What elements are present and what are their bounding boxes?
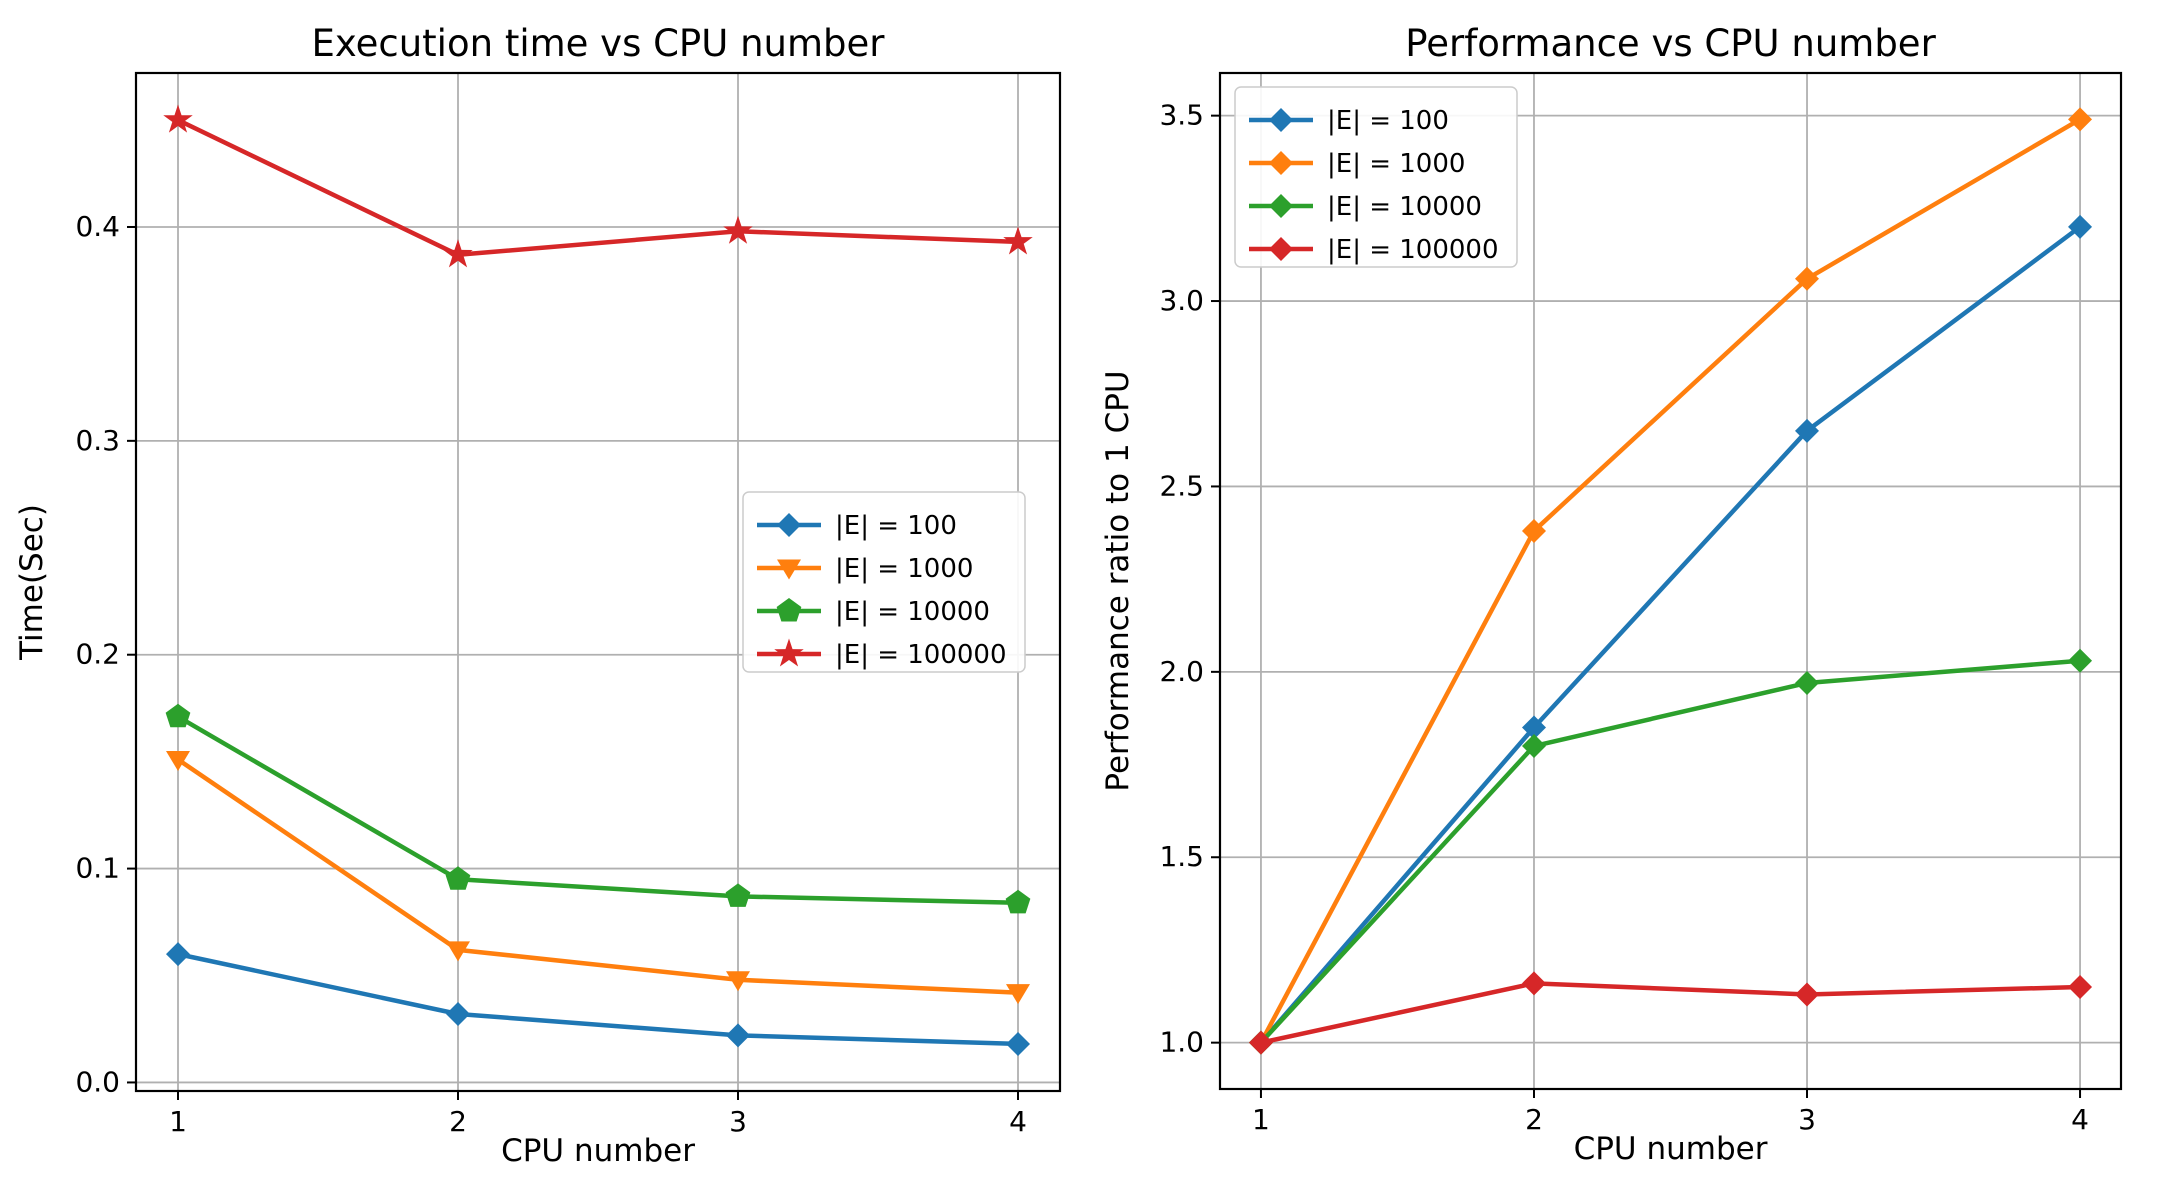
x-tick-label: 2 [449, 1105, 467, 1138]
data-point-marker [726, 971, 750, 992]
y-tick-label: 2.5 [1159, 469, 1204, 502]
execution-time-chart: 1 2 3 4 0.0 0.1 0.2 0.3 0.4 Execution time vs CPU… [14, 22, 1062, 1169]
series-e-100 [1248, 214, 2093, 1055]
data-point-marker [1006, 984, 1030, 1005]
x-axis-label: CPU number [1574, 1131, 1768, 1167]
series-e-10000 [165, 703, 1031, 914]
data-point-marker [1795, 670, 1820, 695]
legend-marker [1269, 237, 1293, 261]
data-point-marker [1006, 1031, 1030, 1056]
data-point-marker [443, 239, 473, 268]
performance-chart: 1 2 3 4 1.0 1.5 2.0 2.5 3.0 3.5 Performance vs CPU… [1100, 22, 2123, 1167]
legend-entry-e-1000: |E| = 1000 [1249, 149, 1465, 179]
legend-entry-e-100: |E| = 100 [1249, 106, 1449, 136]
data-point-marker [723, 215, 753, 244]
legend-box [742, 491, 1026, 673]
plot-spines [1218, 71, 2123, 1091]
legend-entry-e-10000: |E| = 10000 [757, 597, 990, 627]
legend-label: |E| = 1000 [1327, 149, 1465, 179]
y-axis: 0.0 0.1 0.2 0.3 0.4 [75, 210, 135, 1098]
legend-marker [1269, 194, 1293, 218]
legend-marker [774, 638, 804, 667]
legend-label: |E| = 100 [835, 511, 957, 541]
series-e-10000 [1248, 648, 2093, 1055]
y-tick-label: 0.3 [75, 424, 120, 457]
legend-marker [776, 598, 802, 622]
data-point-marker [445, 866, 471, 890]
data-point-marker [1248, 1030, 1273, 1055]
legend-label: |E| = 10000 [835, 597, 990, 627]
y-tick-label: 0.1 [75, 852, 120, 885]
legend-entry-e-100: |E| = 100 [757, 511, 957, 541]
plot-spines [134, 71, 1062, 1093]
data-point-marker [2068, 107, 2093, 132]
data-point-marker [1521, 734, 1546, 759]
x-tick-label: 4 [1009, 1105, 1027, 1138]
legend-box [1234, 86, 1518, 268]
data-point-marker [446, 941, 470, 962]
y-axis-label: Performance ratio to 1 CPU [1100, 370, 1136, 791]
legend-marker [777, 513, 801, 537]
y-tick-label: 3.0 [1159, 284, 1204, 317]
x-axis-label: CPU number [501, 1133, 695, 1169]
x-tick-label: 3 [729, 1105, 747, 1138]
data-point-marker [1795, 982, 1820, 1007]
data-point-marker [1003, 226, 1033, 255]
x-tick-label: 1 [169, 1105, 187, 1138]
data-point-marker [2068, 975, 2093, 1000]
legend-label: |E| = 10000 [1327, 192, 1482, 222]
legend-label: |E| = 100000 [835, 640, 1007, 670]
legend-label: |E| = 100000 [1327, 235, 1499, 265]
y-tick-label: 0.4 [75, 210, 120, 243]
series-e-100000 [163, 104, 1033, 268]
y-tick-label: 3.5 [1159, 99, 1204, 132]
legend-marker [1269, 151, 1293, 175]
y-tick-label: 2.0 [1159, 655, 1204, 688]
x-axis: 1 2 3 4 [1252, 1090, 2089, 1136]
legend-entry-e-100000: |E| = 100000 [1249, 235, 1499, 265]
series-e-100000 [1248, 971, 2093, 1055]
y-tick-label: 1.5 [1159, 840, 1204, 873]
legend-marker [777, 559, 801, 580]
x-tick-label: 2 [1525, 1103, 1543, 1136]
x-tick-label: 1 [1252, 1103, 1270, 1136]
legend: |E| = 100 |E| = 1000 |E| = 10000 |E| = 1000… [742, 491, 1026, 673]
legend-entry-e-100000: |E| = 100000 [757, 638, 1007, 670]
legend-label: |E| = 1000 [835, 554, 973, 584]
x-axis: 1 2 3 4 [169, 1092, 1027, 1138]
data-point-marker [446, 1002, 470, 1027]
chart-title: Execution time vs CPU number [311, 22, 885, 65]
data-point-marker [1521, 971, 1546, 996]
data-point-marker [163, 104, 193, 133]
series-e-100 [166, 942, 1030, 1056]
chart-title: Performance vs CPU number [1405, 22, 1936, 65]
data-point-marker [166, 942, 190, 967]
series-e-1000 [166, 751, 1030, 1005]
data-point-marker [1521, 715, 1546, 740]
data-point-marker [2068, 648, 2093, 673]
legend: |E| = 100 |E| = 1000 |E| = 10000 |E| = 1000… [1234, 86, 1518, 268]
legend-entry-e-10000: |E| = 10000 [1249, 192, 1482, 222]
legend-entry-e-1000: |E| = 1000 [757, 554, 973, 584]
data-point-marker [1005, 889, 1031, 914]
x-tick-label: 3 [1798, 1103, 1816, 1136]
data-point-marker [726, 1023, 750, 1048]
legend-marker [1269, 108, 1293, 132]
data-point-marker [166, 751, 190, 772]
data-point-marker [165, 703, 191, 728]
y-axis: 1.0 1.5 2.0 2.5 3.0 3.5 [1159, 99, 1219, 1059]
legend-label: |E| = 100 [1327, 106, 1449, 136]
y-tick-label: 0.2 [75, 638, 120, 671]
data-point-marker [725, 883, 751, 907]
data-point-marker [1795, 266, 1820, 291]
data-point-marker [2068, 214, 2093, 239]
y-axis-label: Time(Sec) [14, 504, 50, 661]
data-point-marker [1795, 418, 1820, 443]
y-tick-label: 1.0 [1159, 1026, 1204, 1059]
data-point-marker [1521, 518, 1546, 543]
x-tick-label: 4 [2071, 1103, 2089, 1136]
y-tick-label: 0.0 [75, 1065, 120, 1098]
